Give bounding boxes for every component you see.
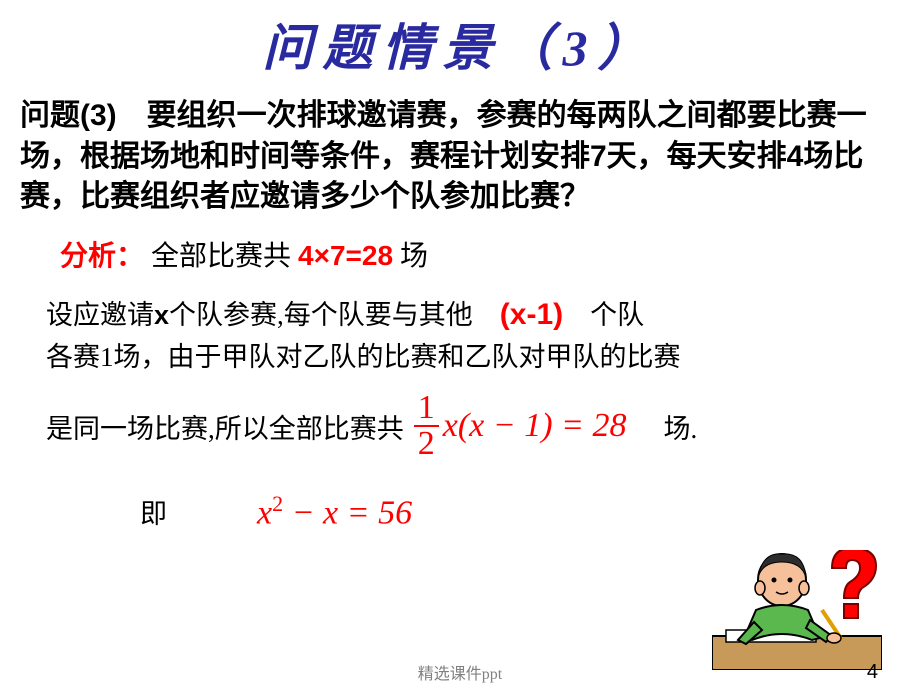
- analysis-expression: 4×7=28: [298, 240, 393, 271]
- equation-body: x(x − 1) = 28: [443, 407, 627, 445]
- final-label: 即: [140, 492, 167, 531]
- fraction-denominator: 2: [414, 427, 439, 461]
- page-number: 4: [867, 661, 878, 684]
- setup-line1c: 个队: [563, 300, 644, 330]
- setup-xm1: (x-1): [500, 298, 563, 331]
- setup-x: x: [154, 300, 169, 330]
- equation-prefix: 是同一场比赛,所以全部比赛共: [46, 407, 404, 446]
- final-equation: x2 − x = 56: [257, 491, 412, 532]
- analysis-label: 分析：: [60, 241, 144, 272]
- setup-line1a: 设应邀请: [46, 300, 154, 330]
- setup-block: 设应邀请x个队参赛,每个队要与其他 (x-1) 个队 各赛1场，由于甲队对乙队的…: [0, 274, 920, 378]
- problem-statement: 问题(3) 要组织一次排球邀请赛，参赛的每两队之间都要比赛一场，根据场地和时间等…: [0, 80, 920, 218]
- final-eq-a: x: [257, 494, 272, 531]
- setup-line2: 各赛1场，由于甲队对乙队的比赛和乙队对甲队的比赛: [46, 342, 681, 372]
- final-eq-sup: 2: [272, 491, 283, 516]
- analysis-suffix: 场: [400, 241, 428, 272]
- final-row: 即 x2 − x = 56: [0, 461, 920, 532]
- analysis-block: 分析： 全部比赛共 4×7=28 场: [0, 218, 920, 274]
- footer-text: 精选课件ppt: [0, 660, 920, 684]
- setup-line1b: 个队参赛,每个队要与其他: [169, 300, 500, 330]
- analysis-prefix: 全部比赛共: [151, 241, 298, 272]
- main-equation: 1 2 x(x − 1) = 28: [414, 391, 627, 461]
- fraction-numerator: 1: [414, 391, 439, 427]
- student-clipart: [712, 550, 882, 670]
- fraction: 1 2: [414, 391, 439, 461]
- equation-row: 是同一场比赛,所以全部比赛共 1 2 x(x − 1) = 28 场.: [0, 377, 920, 461]
- slide-title: 问题情景（3）: [0, 0, 920, 80]
- final-eq-b: − x = 56: [283, 494, 412, 531]
- equation-suffix: 场.: [636, 407, 697, 446]
- question-mark-icon: [832, 550, 876, 618]
